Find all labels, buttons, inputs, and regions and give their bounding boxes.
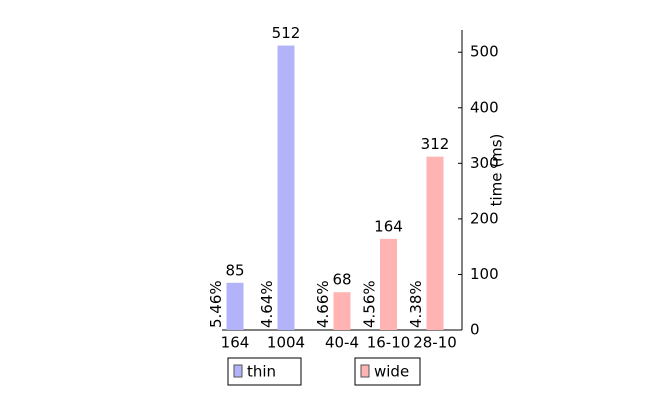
x-tick-label: 164 bbox=[221, 334, 250, 352]
legend-label: wide bbox=[374, 363, 409, 381]
bar bbox=[277, 45, 295, 331]
annotation: 4.64% bbox=[258, 280, 276, 328]
y-tick-label: 0 bbox=[470, 321, 480, 339]
bar bbox=[333, 292, 351, 330]
legend-swatch bbox=[360, 364, 370, 378]
y-tick-label: 100 bbox=[470, 265, 499, 283]
y-tick-label: 200 bbox=[470, 209, 499, 227]
annotation: 4.56% bbox=[361, 280, 379, 328]
bar bbox=[226, 282, 244, 330]
y-tick-label: 500 bbox=[470, 43, 499, 61]
x-tick-label: 40-4 bbox=[325, 334, 359, 352]
value-label: 512 bbox=[272, 24, 301, 42]
bar bbox=[426, 156, 444, 330]
legend-swatch bbox=[233, 364, 243, 378]
x-tick-label: 1004 bbox=[267, 334, 305, 352]
value-label: 312 bbox=[421, 135, 450, 153]
y-tick-label: 400 bbox=[470, 98, 499, 116]
value-label: 164 bbox=[374, 217, 403, 235]
value-label: 68 bbox=[332, 271, 351, 289]
x-tick-label: 16-10 bbox=[367, 334, 411, 352]
x-tick-label: 28-10 bbox=[413, 334, 457, 352]
annotation: 4.38% bbox=[407, 280, 425, 328]
y-tick-label: 300 bbox=[470, 154, 499, 172]
y-axis-label: time (ms) bbox=[488, 134, 506, 207]
annotation: 4.66% bbox=[314, 280, 332, 328]
annotation: 5.46% bbox=[207, 280, 225, 328]
legend-label: thin bbox=[247, 363, 276, 381]
value-label: 85 bbox=[225, 261, 244, 279]
bar bbox=[380, 238, 397, 330]
